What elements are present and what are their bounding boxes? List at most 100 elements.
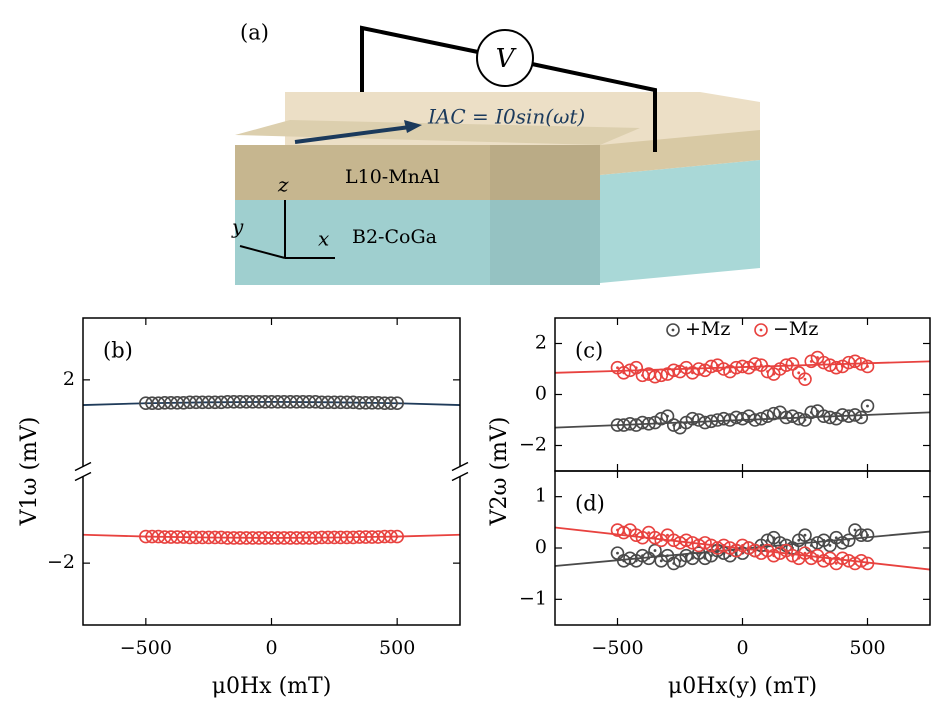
marker-dot <box>847 538 851 542</box>
marker-dot <box>395 401 399 405</box>
data-point <box>698 536 712 550</box>
marker-dot <box>816 409 819 413</box>
legend-label: −Mz <box>773 318 818 340</box>
y-axis-label: V2ω (mV) <box>487 417 512 527</box>
marker-dot <box>816 356 819 359</box>
marker-dot <box>671 328 675 332</box>
data-point <box>648 543 662 558</box>
plot-frame <box>82 317 461 626</box>
data-point <box>654 411 669 426</box>
data-point <box>741 541 756 555</box>
top-face <box>235 120 640 145</box>
axis-label: z <box>277 173 289 197</box>
marker-dot <box>734 549 738 552</box>
mnal-face <box>235 145 600 200</box>
data-point <box>623 551 637 566</box>
legend-marker <box>754 323 768 337</box>
data-point <box>848 408 862 422</box>
data-point <box>816 554 831 568</box>
data-point <box>390 529 404 544</box>
data-point <box>760 364 775 379</box>
marker-dot <box>866 533 869 537</box>
data-point <box>798 528 812 542</box>
data-point <box>785 548 800 563</box>
marker-dot <box>653 549 657 552</box>
marker-dot <box>709 554 713 558</box>
marker-dot <box>759 328 763 332</box>
data-point <box>735 538 750 553</box>
axis-label: x <box>318 227 329 251</box>
marker-dot <box>666 414 669 418</box>
marker-dot <box>791 362 794 366</box>
marker-dot <box>797 538 801 542</box>
marker-dot <box>822 538 826 542</box>
y-tick-label: 0 <box>535 536 547 558</box>
legend-marker <box>666 323 680 337</box>
data-point <box>760 409 775 423</box>
data-point <box>810 536 825 550</box>
data-point <box>616 366 631 380</box>
axis-label: y <box>231 215 244 239</box>
marker-dot <box>616 551 619 555</box>
coga-face <box>235 200 600 285</box>
layer-label: L10-MnAl <box>345 166 440 188</box>
marker-dot <box>797 556 801 560</box>
plot <box>82 395 461 545</box>
marker-dot <box>778 410 782 414</box>
data-point <box>816 355 831 370</box>
data-point <box>660 409 675 423</box>
marker-dot <box>678 426 682 430</box>
marker-dot <box>395 535 399 538</box>
x-tick-label: 500 <box>379 637 415 659</box>
axis-break <box>451 461 469 472</box>
marker-dot <box>797 371 801 375</box>
marker-dot <box>659 559 663 563</box>
data-point <box>848 354 862 369</box>
y-tick-label: 2 <box>535 332 547 354</box>
data-point <box>860 399 875 413</box>
marker-dot <box>803 551 807 555</box>
y-axis-label: V1ω (mV) <box>17 417 42 527</box>
marker-dot <box>759 544 763 547</box>
data-point <box>854 357 869 371</box>
data-point <box>629 528 644 542</box>
x-tick-label: −500 <box>120 637 172 659</box>
wire <box>360 25 479 92</box>
panel-label: (a) <box>240 21 269 45</box>
data-point <box>854 410 869 425</box>
marker-dot <box>628 528 632 532</box>
data-point <box>835 551 850 566</box>
marker-dot <box>616 366 619 370</box>
data-point <box>785 409 800 423</box>
marker-dot <box>647 531 651 534</box>
marker-dot <box>641 536 644 540</box>
plot-frame <box>554 317 931 472</box>
layer-label: B2-CoGa <box>352 226 437 248</box>
data-point <box>390 396 404 411</box>
marker-dot <box>784 549 788 552</box>
data-point <box>835 536 850 550</box>
marker-dot <box>803 377 807 381</box>
data-point <box>666 556 681 571</box>
panel-label: (b) <box>103 339 133 363</box>
marker-dot <box>859 416 863 419</box>
y-tick-label: 0 <box>535 383 547 405</box>
marker-dot <box>691 556 694 560</box>
y-tick-label: 1 <box>535 485 547 507</box>
current-arrow <box>294 125 411 144</box>
data-point <box>648 530 662 545</box>
marker-dot <box>772 372 776 376</box>
data-point <box>804 551 819 566</box>
axis-break-gap <box>452 466 468 477</box>
plot <box>554 350 931 435</box>
axis-break <box>451 471 469 482</box>
panel-label: (c) <box>575 339 603 363</box>
x-axis-label: μ0Hx (mT) <box>212 674 332 699</box>
data-point <box>754 411 769 426</box>
data-point <box>860 359 875 374</box>
y-tick-label: −2 <box>47 551 75 573</box>
data-point <box>623 363 637 378</box>
data-point <box>635 548 650 563</box>
marker-dot <box>666 554 669 558</box>
data-point <box>841 533 856 548</box>
